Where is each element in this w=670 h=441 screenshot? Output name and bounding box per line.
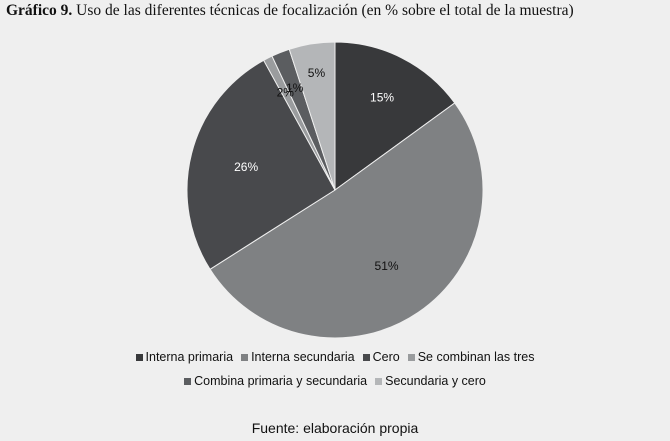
slice-data-label-5: 1% <box>286 81 304 95</box>
slice-data-label-1: 15% <box>370 91 394 105</box>
pie-slice-2 <box>209 102 484 339</box>
chart-title-number: Gráfico 9. <box>6 2 73 19</box>
slice-data-label-6: 5% <box>308 66 326 80</box>
legend-label: Se combinan las tres <box>417 350 535 364</box>
pie-slice-1 <box>334 41 456 191</box>
legend-swatch <box>135 353 143 361</box>
source-note: Fuente: elaboración propia <box>251 420 419 436</box>
legend-row-1: Interna primaria Interna secundaria Cero Se… <box>0 350 670 364</box>
slice-data-label-4: 2% <box>277 85 295 99</box>
legend-item: Cero <box>362 350 400 364</box>
legend-item: Combina primaria y secundaria <box>184 374 367 388</box>
slice-data-label-3: 26% <box>234 160 258 174</box>
pie-slice-3 <box>186 59 336 270</box>
legend-item: Se combinan las tres <box>407 350 535 364</box>
legend-row-2: Combina primaria y secundaria Secundaria … <box>0 374 670 388</box>
legend-item: Interna primaria <box>135 350 234 364</box>
legend-label: Cero <box>372 350 400 364</box>
slice-data-label-2: 51% <box>375 259 399 273</box>
legend-swatch <box>184 377 192 385</box>
legend-label: Secundaria y cero <box>385 374 486 388</box>
legend-label: Interna primaria <box>145 350 234 364</box>
legend-swatch <box>362 353 370 361</box>
legend-swatch <box>375 377 383 385</box>
legend-item: Interna secundaria <box>241 350 355 364</box>
chart-title-text: Uso de las diferentes técnicas de focali… <box>76 2 574 19</box>
legend-label: Combina primaria y secundaria <box>194 374 368 388</box>
chart-title: Gráfico 9. Uso de las diferentes técnica… <box>6 2 670 20</box>
legend-item: Secundaria y cero <box>375 374 486 388</box>
pie-slice-6 <box>288 41 336 191</box>
legend-swatch <box>407 353 415 361</box>
legend-label: Interna secundaria <box>251 350 355 364</box>
legend-swatch <box>241 353 249 361</box>
